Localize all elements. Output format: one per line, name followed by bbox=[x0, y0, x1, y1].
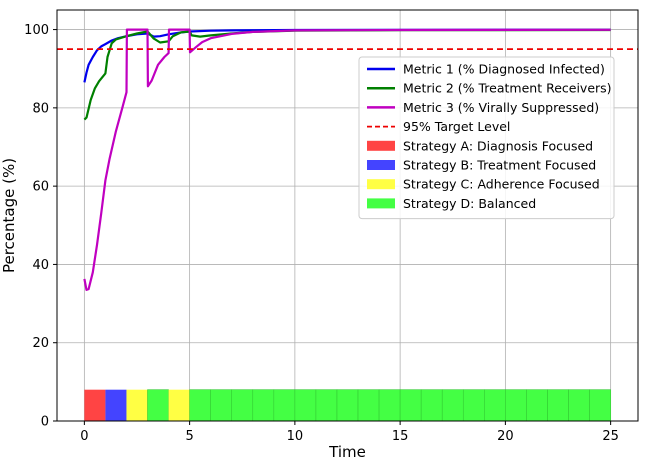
x-tick-label: 5 bbox=[185, 429, 193, 444]
strategy-block-d bbox=[294, 389, 317, 422]
strategy-block-d bbox=[147, 389, 169, 422]
y-tick-label: 20 bbox=[32, 336, 49, 351]
strategy-block-d bbox=[547, 389, 569, 422]
plot-frame bbox=[56, 9, 639, 422]
y-tick-label: 100 bbox=[24, 23, 49, 38]
legend-label: Strategy C: Adherence Focused bbox=[403, 177, 600, 192]
x-axis-label: Time bbox=[328, 443, 366, 461]
y-tick-label: 60 bbox=[32, 180, 49, 195]
strategy-block-d bbox=[526, 389, 548, 422]
strategy-block-c bbox=[168, 389, 190, 421]
strategy-block-d bbox=[273, 389, 296, 422]
strategy-block-d bbox=[505, 389, 527, 422]
x-tick-label: 10 bbox=[287, 429, 304, 444]
strategy-block-d bbox=[399, 389, 422, 422]
y-tick-label: 40 bbox=[32, 258, 49, 273]
strategy-block-d bbox=[189, 389, 211, 422]
series-line-metric-3 bbox=[83, 28, 611, 291]
strategy-block-d bbox=[336, 389, 359, 422]
strategy-block-d bbox=[589, 389, 611, 422]
legend-patch-swatch bbox=[367, 160, 395, 170]
legend-label: Strategy D: Balanced bbox=[403, 196, 536, 211]
strategy-block-d bbox=[420, 389, 443, 422]
series-lines bbox=[57, 28, 638, 291]
strategy-block-d bbox=[210, 389, 233, 422]
strategy-block-d bbox=[357, 389, 380, 422]
x-tick-label: 0 bbox=[80, 429, 88, 444]
strategy-block-d bbox=[462, 389, 485, 422]
legend-box bbox=[358, 56, 615, 220]
legend-label: Metric 1 (% Diagnosed Infected) bbox=[403, 62, 605, 77]
legend-label: Metric 3 (% Virally Suppressed) bbox=[403, 100, 599, 115]
legend-patch-swatch bbox=[367, 179, 395, 190]
strategy-block-d bbox=[568, 389, 590, 422]
legend-label: Metric 2 (% Treatment Receivers) bbox=[403, 81, 612, 96]
legend-label: 95% Target Level bbox=[403, 119, 510, 134]
legend: Metric 1 (% Diagnosed Infected) Metric 2 … bbox=[358, 56, 615, 220]
strategy-block-d bbox=[315, 389, 338, 422]
x-tick-label: 25 bbox=[602, 429, 619, 444]
legend-label: Strategy B: Treatment Focused bbox=[403, 158, 596, 173]
legend-patch-swatch bbox=[367, 140, 395, 151]
strategy-block-d bbox=[231, 389, 254, 422]
strategy-block-a bbox=[84, 389, 106, 421]
strategy-block-b bbox=[105, 389, 127, 421]
strategy-block-c bbox=[126, 389, 148, 421]
strategy-block-d bbox=[484, 389, 506, 422]
axis-ticks: 0 5 10 15 20 25 0 20 40 60 80 100 bbox=[24, 23, 619, 444]
x-tick-label: 15 bbox=[392, 429, 409, 444]
legend-label: Strategy A: Diagnosis Focused bbox=[403, 138, 593, 153]
y-tick-label: 0 bbox=[41, 415, 49, 430]
y-axis-label: Percentage (%) bbox=[0, 158, 18, 273]
x-tick-label: 20 bbox=[497, 429, 514, 444]
legend-patch-swatch bbox=[367, 198, 395, 209]
y-tick-label: 80 bbox=[32, 101, 49, 116]
strategy-block-d bbox=[441, 389, 464, 422]
strategy-block-d bbox=[378, 389, 401, 422]
strategy-block-d bbox=[252, 389, 275, 422]
strategy-blocks bbox=[84, 389, 611, 422]
